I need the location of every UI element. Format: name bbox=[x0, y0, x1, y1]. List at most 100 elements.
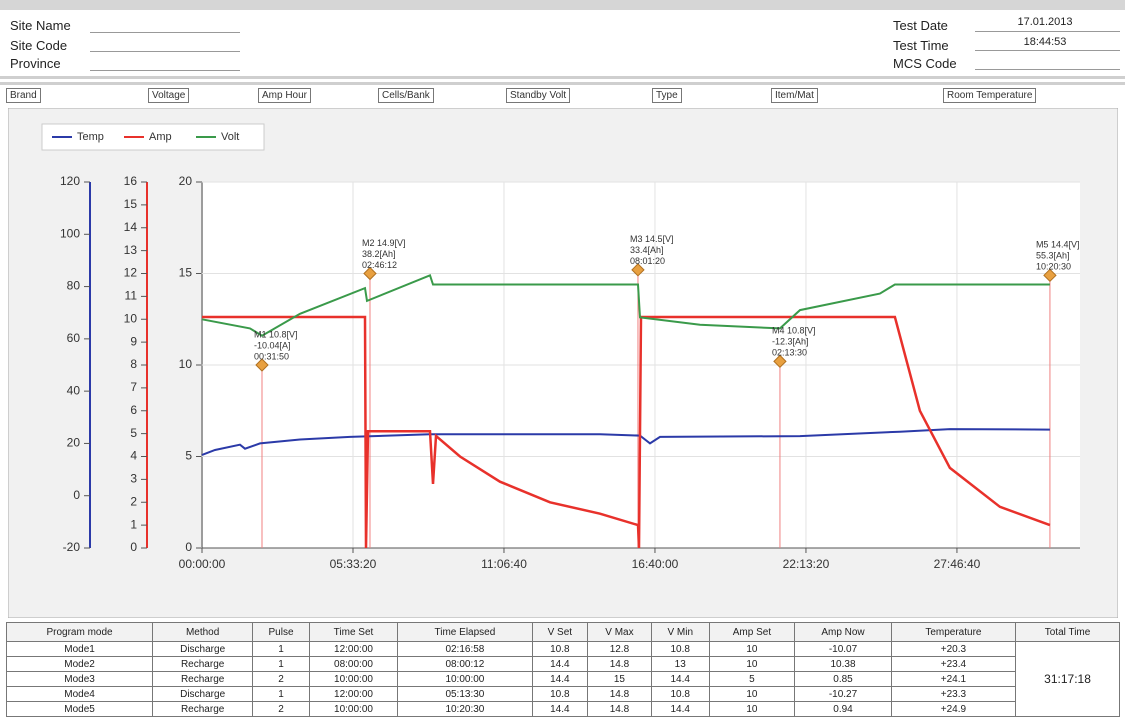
cell: 12.8 bbox=[587, 641, 652, 657]
title-bar bbox=[0, 0, 1125, 10]
field-row: Brand Voltage Amp Hour Cells/Bank Standby Vo… bbox=[6, 88, 1120, 104]
cell: 10 bbox=[708, 686, 796, 702]
y-tick-label: 7 bbox=[130, 380, 137, 394]
column-header: Amp Set bbox=[708, 622, 796, 642]
cell: 10:20:30 bbox=[397, 701, 533, 717]
column-header: Program mode bbox=[5, 622, 154, 642]
cell: Recharge bbox=[152, 671, 254, 687]
field[interactable]: Cells/Bank bbox=[378, 88, 434, 103]
y-tick-label: 0 bbox=[130, 540, 137, 554]
y-tick-label: 8 bbox=[130, 357, 137, 371]
cell: Mode4 bbox=[5, 686, 154, 702]
y-tick-label: 15 bbox=[179, 266, 193, 280]
input[interactable] bbox=[975, 50, 1120, 51]
cell: Mode3 bbox=[5, 671, 154, 687]
series-line bbox=[202, 315, 1051, 549]
annotation-marker bbox=[1043, 268, 1057, 283]
y-tick-label: 120 bbox=[60, 174, 80, 188]
cell: 08:00:12 bbox=[397, 656, 533, 672]
cell: 0.85 bbox=[794, 671, 892, 687]
field[interactable]: Standby Volt bbox=[506, 88, 571, 103]
label: Site Name bbox=[10, 18, 71, 33]
field[interactable]: Room Temperature bbox=[943, 88, 1037, 103]
y-tick-label: 5 bbox=[185, 449, 192, 463]
program-table: Program mode Method Pulse Time Set Time Elap… bbox=[5, 622, 1120, 717]
annotation-marker bbox=[773, 354, 787, 369]
y-tick-label: 80 bbox=[67, 279, 81, 293]
column-header: Time Elapsed bbox=[397, 622, 533, 642]
cell: 10 bbox=[708, 656, 796, 672]
y-tick-label: 1 bbox=[130, 517, 137, 531]
cell: +23.4 bbox=[890, 656, 1017, 672]
annotation-text: 10:20:30 bbox=[1036, 262, 1071, 272]
x-tick-label: 27:46:40 bbox=[934, 557, 981, 571]
y-tick-label: 16 bbox=[124, 174, 138, 188]
annotation-text: M1 10.8[V] bbox=[254, 329, 298, 339]
annotation-text: 08:01:20 bbox=[630, 256, 665, 266]
annotation-text: -12.3[Ah] bbox=[772, 337, 809, 347]
column-header: Amp Now bbox=[794, 622, 892, 642]
field[interactable]: Item/Mat bbox=[771, 88, 818, 103]
field[interactable]: Amp Hour bbox=[258, 88, 312, 103]
y-tick-label: 4 bbox=[130, 449, 137, 463]
cell: 14.4 bbox=[531, 671, 589, 687]
cell: 10:00:00 bbox=[397, 671, 533, 687]
annotation-text: -10.04[A] bbox=[254, 340, 291, 350]
cell: +24.9 bbox=[890, 701, 1017, 717]
y-tick-label: -20 bbox=[63, 540, 81, 554]
cell: Recharge bbox=[152, 701, 254, 717]
separator bbox=[0, 76, 1125, 79]
field[interactable]: Type bbox=[652, 88, 682, 103]
y-tick-label: 14 bbox=[124, 220, 138, 234]
column-header: Pulse bbox=[252, 622, 310, 642]
x-tick-label: 05:33:20 bbox=[330, 557, 377, 571]
annotation-text: 33.4[Ah] bbox=[630, 245, 664, 255]
cell: 1 bbox=[252, 686, 310, 702]
cell: 10.8 bbox=[650, 686, 710, 702]
x-tick-label: 16:40:00 bbox=[632, 557, 679, 571]
y-tick-label: 0 bbox=[73, 488, 80, 502]
input[interactable] bbox=[90, 51, 240, 52]
cell: Mode2 bbox=[5, 656, 154, 672]
column-header: Total Time bbox=[1015, 622, 1120, 642]
input[interactable] bbox=[975, 31, 1120, 32]
label: Site Code bbox=[10, 38, 68, 53]
annotation-text: 55.3[Ah] bbox=[1036, 251, 1070, 261]
cell: -10.07 bbox=[794, 641, 892, 657]
cell: 02:16:58 bbox=[397, 641, 533, 657]
cell: 10 bbox=[708, 701, 796, 717]
y-tick-label: 13 bbox=[124, 243, 138, 257]
y-tick-label: 9 bbox=[130, 334, 137, 348]
input[interactable] bbox=[90, 70, 240, 71]
separator bbox=[0, 82, 1125, 85]
annotation-text: M3 14.5[V] bbox=[630, 234, 674, 244]
field[interactable]: Voltage bbox=[148, 88, 190, 103]
input[interactable] bbox=[90, 32, 240, 33]
cell: 15 bbox=[587, 671, 652, 687]
y-tick-label: 11 bbox=[125, 289, 138, 303]
input[interactable] bbox=[975, 69, 1120, 70]
legend bbox=[41, 123, 265, 151]
field[interactable]: Brand bbox=[6, 88, 41, 103]
legend-label: Volt bbox=[221, 131, 239, 143]
table-row: Mode1 Discharge 1 12:00:00 02:16:58 10.8 12.8 1… bbox=[5, 641, 1120, 717]
column-header: Method bbox=[152, 622, 254, 642]
cell: -10.27 bbox=[794, 686, 892, 702]
label: Test Time bbox=[893, 38, 949, 53]
cell: +24.1 bbox=[890, 671, 1017, 687]
y-tick-label: 10 bbox=[179, 357, 193, 371]
y-tick-label: 2 bbox=[130, 494, 137, 508]
label: Province bbox=[10, 56, 61, 71]
cell: 14.8 bbox=[587, 686, 652, 702]
y-tick-label: 10 bbox=[124, 311, 138, 325]
cell: 12:00:00 bbox=[308, 686, 399, 702]
annotation-text: M5 14.4[V] bbox=[1036, 240, 1080, 250]
cell: 12:00:00 bbox=[308, 641, 399, 657]
y-tick-label: 20 bbox=[67, 436, 81, 450]
x-tick-label: 11:06:40 bbox=[481, 557, 527, 571]
table-row: Mode3 Recharge 2 10:00:00 10:00:00 14.4 15 14.4… bbox=[5, 671, 1120, 687]
cell: +23.3 bbox=[890, 686, 1017, 702]
cell: 10.8 bbox=[531, 641, 589, 657]
y-tick-label: 100 bbox=[60, 226, 80, 240]
